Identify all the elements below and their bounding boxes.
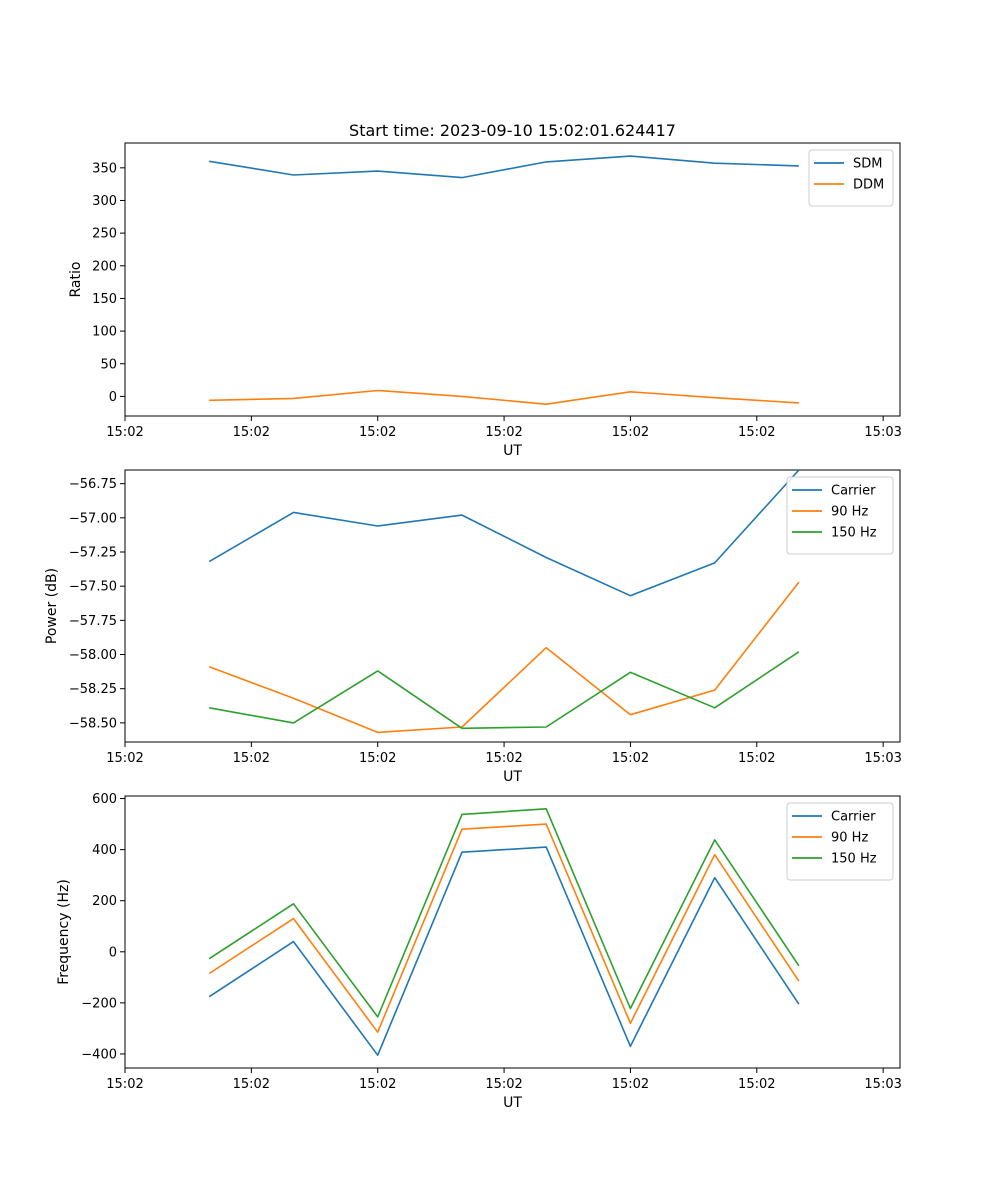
series-line-90-hz — [208, 823, 800, 1033]
y-tick-label: −200 — [81, 996, 117, 1011]
plot-frame — [124, 469, 901, 743]
y-tick-label: 250 — [92, 227, 117, 242]
legend: SDM DDM — [808, 149, 894, 207]
legend-label: 150 Hz — [831, 526, 877, 541]
plot-frame — [124, 795, 901, 1069]
series-line-sdm — [209, 155, 799, 179]
series-line-carrier — [208, 846, 800, 1056]
y-tick-label: −57.25 — [69, 546, 117, 561]
y-tick-label: 0 — [109, 945, 117, 960]
x-axis-label: UT — [503, 1095, 522, 1111]
legend-label: 90 Hz — [831, 505, 868, 520]
legend: Carrier 90 Hz 150 Hz — [786, 476, 894, 555]
x-tick-label: 15:02 — [359, 425, 396, 440]
x-tick-label: 15:02 — [359, 751, 396, 766]
x-tick-label: 15:02 — [233, 425, 270, 440]
x-tick-label: 15:02 — [106, 425, 143, 440]
x-tick-label: 15:02 — [233, 751, 270, 766]
y-tick-label: −400 — [81, 1047, 117, 1062]
x-tick-label: 15:03 — [864, 1077, 901, 1092]
x-tick-label: 15:02 — [738, 751, 775, 766]
legend-label: Carrier — [831, 484, 876, 499]
x-tick-label: 15:02 — [485, 751, 522, 766]
x-tick-label: 15:03 — [864, 425, 901, 440]
y-axis-label: Ratio — [68, 262, 84, 298]
x-tick-label: 15:02 — [612, 1077, 649, 1092]
legend-label: DDM — [853, 178, 884, 193]
x-tick-label: 15:02 — [612, 751, 649, 766]
x-tick-label: 15:02 — [738, 1077, 775, 1092]
legend-box — [808, 149, 894, 207]
y-tick-label: 150 — [92, 292, 117, 307]
y-tick-label: 200 — [92, 259, 117, 274]
legend-box — [786, 802, 894, 881]
series-line-carrier — [208, 469, 800, 597]
series-line-ddm — [209, 389, 799, 406]
x-tick-label: 15:03 — [864, 751, 901, 766]
y-tick-label: −56.75 — [69, 477, 117, 492]
x-tick-label: 15:02 — [233, 1077, 270, 1092]
y-tick-label: −57.75 — [69, 614, 117, 629]
plots: 15:02 15:02 15:02 15:02 15:02 15:02 15:03 0 50 10… — [44, 142, 902, 1111]
legend: Carrier 90 Hz 150 Hz — [786, 802, 894, 881]
legend-label: SDM — [853, 157, 882, 172]
x-tick-label: 15:02 — [106, 751, 143, 766]
x-axis-label: UT — [503, 443, 522, 459]
subplot-3: 15:02 15:02 15:02 15:02 15:02 15:02 15:03 −400 −… — [56, 792, 902, 1111]
y-axis-label: Power (dB) — [44, 568, 60, 644]
y-tick-label: −57.50 — [69, 580, 117, 595]
x-tick-label: 15:02 — [738, 425, 775, 440]
subplot-2: 15:02 15:02 15:02 15:02 15:02 15:02 15:03 −58.5… — [44, 469, 902, 785]
x-axis-label: UT — [503, 769, 522, 785]
x-tick-label: 15:02 — [612, 425, 649, 440]
legend-box — [786, 476, 894, 555]
plot-frame — [124, 142, 901, 417]
x-tick-label: 15:02 — [359, 1077, 396, 1092]
y-tick-label: 50 — [100, 357, 117, 372]
x-tick-label: 15:02 — [106, 1077, 143, 1092]
subplot-1: 15:02 15:02 15:02 15:02 15:02 15:02 15:03 0 50 10… — [68, 142, 902, 459]
y-tick-label: −57.00 — [69, 511, 117, 526]
series-line-150-hz — [209, 651, 800, 730]
legend-label: Carrier — [831, 810, 876, 825]
y-tick-label: 200 — [92, 894, 117, 909]
legend-label: 90 Hz — [831, 831, 868, 846]
y-tick-label: 0 — [109, 390, 117, 405]
y-tick-label: 400 — [92, 843, 117, 858]
y-tick-label: 600 — [92, 792, 117, 807]
y-tick-label: −58.50 — [69, 716, 117, 731]
series-line-90-hz — [208, 581, 800, 734]
y-axis-label: Frequency (Hz) — [56, 879, 72, 985]
y-tick-label: 300 — [92, 194, 117, 209]
y-tick-label: 350 — [92, 161, 117, 176]
figure-title: Start time: 2023-09-10 15:02:01.624417 — [349, 121, 676, 140]
series-line-150-hz — [208, 807, 800, 1018]
legend-label: 150 Hz — [831, 852, 877, 867]
y-tick-label: −58.00 — [69, 648, 117, 663]
x-tick-label: 15:02 — [485, 1077, 522, 1092]
y-tick-label: −58.25 — [69, 682, 117, 697]
x-tick-label: 15:02 — [485, 425, 522, 440]
y-tick-label: 100 — [92, 325, 117, 340]
